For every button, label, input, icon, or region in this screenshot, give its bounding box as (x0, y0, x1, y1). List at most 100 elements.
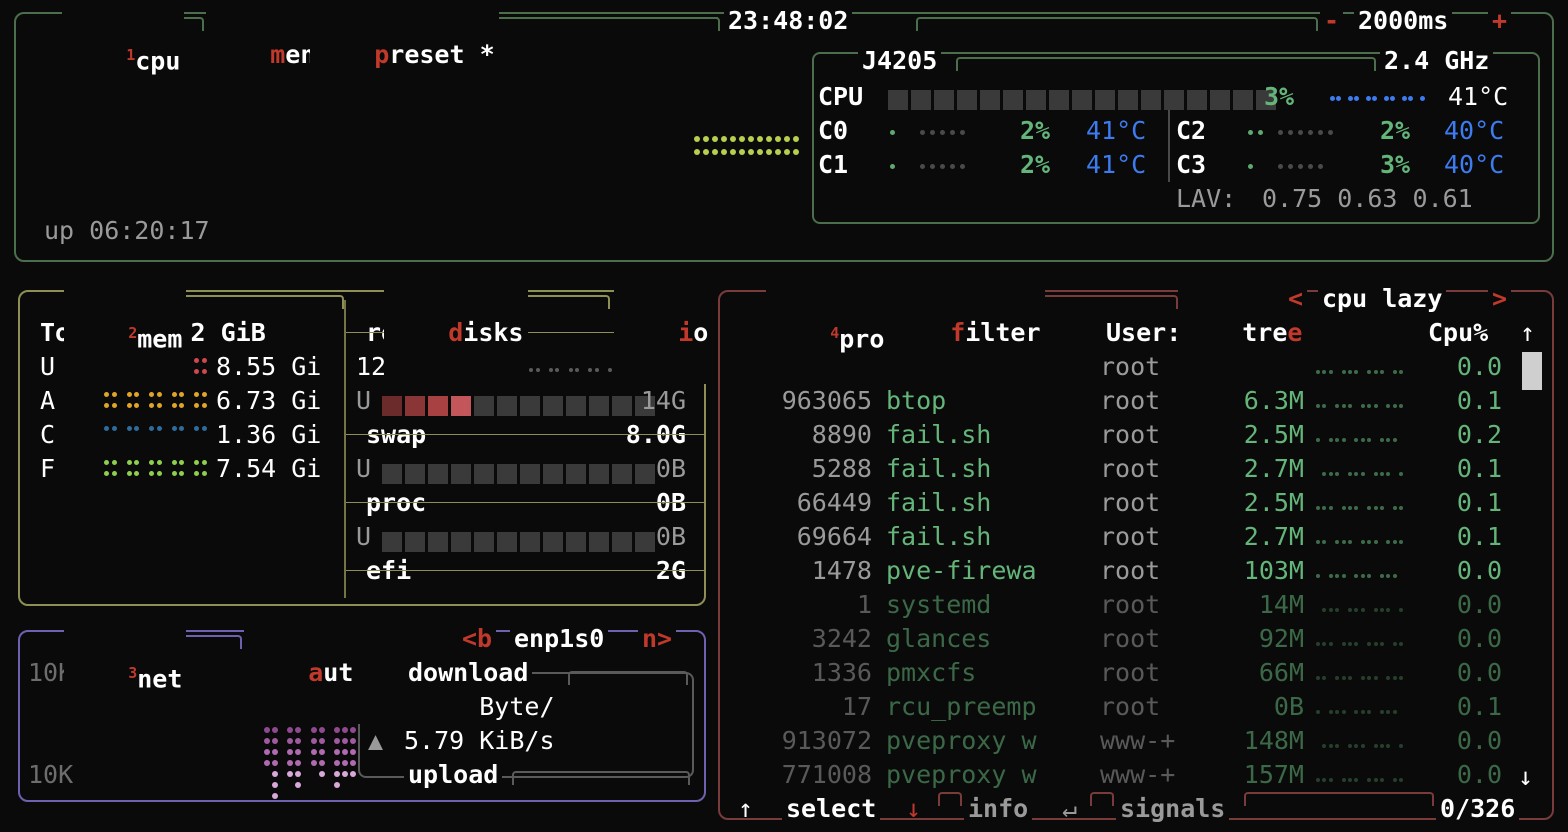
proc-header-user[interactable]: User: (1106, 318, 1182, 347)
net-download-stub (568, 671, 688, 685)
disk-meter-block (566, 396, 586, 416)
cpu-meter-block (888, 90, 908, 110)
proc-info-button[interactable]: info (964, 792, 1033, 826)
proc-row-cpu: 0.1 (1456, 488, 1502, 517)
disk-used-value: 0B (655, 454, 686, 483)
proc-scrollbar-thumb[interactable] (1522, 352, 1542, 390)
proc-row-pid: 5288 (811, 454, 872, 483)
proc-row-pid: 66449 (796, 488, 872, 517)
net-upload-value: 5.79 KiB/s (404, 726, 555, 755)
net-download-label: download (404, 656, 533, 690)
disk-name[interactable]: efi (366, 556, 412, 585)
disk-meter-block (589, 464, 609, 484)
proc-row-pid: 963065 (781, 386, 872, 415)
core-graph-c1 (890, 164, 974, 174)
proc-select-label[interactable]: select (782, 792, 881, 826)
disk-divider (346, 570, 704, 571)
proc-sort-prev-button[interactable]: < (1284, 282, 1308, 316)
update-increase-button[interactable]: + (1488, 4, 1512, 38)
cpu-total-meter (888, 82, 1279, 116)
update-decrease-button[interactable]: - (1320, 4, 1344, 38)
proc-signals-button[interactable]: signals (1116, 792, 1230, 826)
proc-sort-label: cpu lazy (1318, 282, 1447, 316)
proc-sort-next-button[interactable]: > (1488, 282, 1512, 316)
proc-row-cpu: 0.1 (1456, 692, 1502, 721)
disk-meter-block (635, 396, 655, 416)
net-iface-prev-button[interactable]: <b (458, 622, 497, 656)
disks-io-toggle[interactable]: io (614, 282, 713, 384)
proc-row-mem: 6.3M (1243, 386, 1304, 415)
proc-row-pid: 913072 (781, 726, 872, 755)
disk-meter-block (474, 464, 494, 484)
disk-meter-block (543, 532, 563, 552)
proc-row-mem: 103M (1243, 556, 1304, 585)
net-panel-title[interactable]: 3net (64, 622, 187, 731)
disk-used-label: U (356, 386, 372, 415)
filter-label: ilter (965, 318, 1041, 347)
cpu-model-stub (956, 57, 1376, 71)
proc-footer-up-icon[interactable]: ↑ (738, 794, 754, 823)
io-hotkey: i (678, 318, 694, 347)
proc-row-cpu: 0.0 (1456, 352, 1502, 381)
proc-row-mem: 2.5M (1243, 488, 1304, 517)
disk-meter-block (520, 464, 540, 484)
proc-row-cpu-graph (1316, 744, 1406, 752)
disk-size: 0B (655, 488, 686, 517)
proc-row-cpu-graph (1316, 608, 1406, 616)
core-label-c0: C0 (818, 116, 849, 145)
mem-panel-title[interactable]: 2mem (64, 282, 187, 391)
cpu-total-temp: 41°C (1448, 82, 1509, 111)
cpu-total-graph (694, 136, 804, 166)
net-upload-label: upload (404, 758, 503, 792)
proc-row-pid: 8890 (811, 420, 872, 449)
proc-row-user: root (1100, 386, 1161, 415)
disk-meter-block (589, 532, 609, 552)
disk-meter-block (382, 464, 402, 484)
cpu-meter-block (1049, 90, 1069, 110)
menu-hotkey: m (270, 40, 286, 69)
disks-panel-title[interactable]: disks (384, 282, 528, 384)
cpu-meter-block (1164, 90, 1184, 110)
disk-meter-block (497, 532, 517, 552)
io-label: o (693, 318, 709, 347)
proc-row-user: root (1100, 658, 1161, 687)
net-scale-bottom: 10K (28, 760, 74, 789)
proc-panel-title[interactable]: 4proc (766, 282, 904, 391)
proc-tree-toggle[interactable]: tree (1178, 282, 1307, 384)
mem-row-value: 6.73 Gi (216, 386, 322, 415)
proc-filter-button[interactable]: filter (886, 282, 1045, 384)
cpu-panel-title[interactable]: 1cpu (62, 4, 185, 113)
preset-button[interactable]: preset * (310, 4, 499, 106)
disk-name[interactable]: swap (366, 420, 427, 449)
proc-row-cpu: 0.0 (1456, 590, 1502, 619)
proc-row-user: root (1100, 590, 1161, 619)
disk-usage-meter (382, 456, 658, 490)
proc-row-pid: 1 (856, 590, 872, 619)
proc-row-mem: 0B (1273, 692, 1304, 721)
mem-row-key: U (40, 352, 56, 381)
proc-row-user: root (1100, 420, 1161, 449)
proc-row-cpu: 0.0 (1456, 658, 1502, 687)
cpu-meter-block (1187, 90, 1207, 110)
disks-hotkey: d (448, 318, 464, 347)
proc-row-cpu-graph (1316, 574, 1406, 582)
proc-row-pid: 17 (841, 692, 872, 721)
proc-row-pid: 771008 (781, 760, 872, 789)
proc-footer-down-icon[interactable]: ↓ (906, 794, 922, 823)
cpu-clock-stub-left (466, 17, 720, 31)
proc-row-user: root (1100, 488, 1161, 517)
proc-header-cpu[interactable]: Cpu% (1428, 318, 1489, 347)
proc-row-pid: 3242 (811, 624, 872, 653)
net-iface-next-button[interactable]: n> (638, 622, 677, 656)
core-temp-c2: 40°C (1444, 116, 1505, 145)
proc-row-mem: 14M (1258, 590, 1304, 619)
disk-name[interactable]: proc (366, 488, 427, 517)
proc-row-cpu-graph (1316, 778, 1406, 786)
net-auto-toggle[interactable]: auto (244, 622, 373, 724)
upload-arrow-icon: ▲ (368, 726, 384, 755)
proc-scroll-down-icon[interactable]: ↓ (1518, 762, 1534, 791)
core-percent-c2: 2% (1380, 116, 1411, 145)
proc-row-program: fail.sh (886, 488, 992, 517)
proc-row-cpu-graph (1316, 404, 1406, 412)
